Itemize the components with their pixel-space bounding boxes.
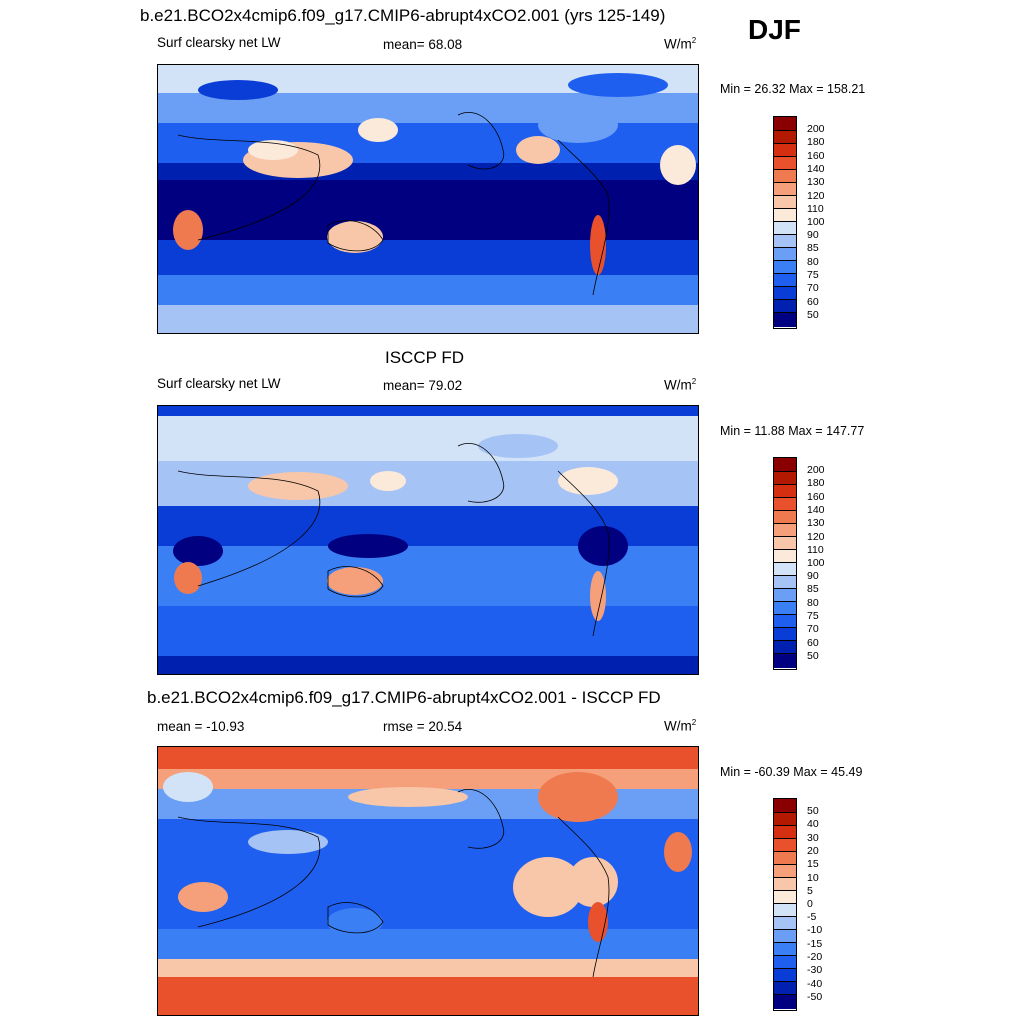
colorbar-tick-label: 160 bbox=[807, 491, 825, 503]
colorbar-tick-label: 200 bbox=[807, 464, 825, 476]
colorbar-tick-label: -40 bbox=[807, 978, 823, 990]
colorbar-tick-label: 140 bbox=[807, 504, 825, 516]
panel-3-rmse-label: rmse = 20.54 bbox=[383, 719, 463, 734]
colorbar-tick-label: 100 bbox=[807, 216, 825, 228]
colorbar-tick-label: 130 bbox=[807, 176, 825, 188]
australia-region bbox=[327, 908, 383, 936]
panel-2-minmax: Min = 11.88 Max = 147.77 bbox=[720, 424, 865, 438]
colorbar-tick-label: -10 bbox=[807, 924, 823, 936]
colorbar-tick-label: 75 bbox=[807, 610, 819, 622]
panel-1-variable-label: Surf clearsky net LW bbox=[157, 35, 281, 50]
colorbar-tick-label: 50 bbox=[807, 805, 819, 817]
colorbar-tick-label: 80 bbox=[807, 256, 819, 268]
colorbar-tick-label: 110 bbox=[807, 544, 824, 556]
colorbar-tick-label: 180 bbox=[807, 136, 825, 148]
panel-2-variable-label: Surf clearsky net LW bbox=[157, 376, 281, 391]
panel-3-map bbox=[157, 746, 699, 1016]
north-america-region bbox=[538, 772, 618, 822]
panel-1-units: W/m2 bbox=[664, 36, 697, 52]
colorbar-tick-label: -15 bbox=[807, 938, 823, 950]
australia-region bbox=[327, 221, 383, 253]
colorbar-tick-label: 85 bbox=[807, 583, 819, 595]
panel-1-title: b.e21.BCO2x4cmip6.f09_g17.CMIP6-abrupt4x… bbox=[140, 6, 666, 25]
colorbar-tick-label: -5 bbox=[807, 911, 817, 923]
colorbar-tick-label: 130 bbox=[807, 517, 825, 529]
colorbar-tick-label: 50 bbox=[807, 309, 819, 321]
colorbar-tick-label: 85 bbox=[807, 242, 819, 254]
colorbar-tick-label: 60 bbox=[807, 296, 819, 308]
panel-2-title: ISCCP FD bbox=[385, 348, 465, 367]
panel-3-mean-label: mean = -10.93 bbox=[157, 719, 245, 734]
colorbar-tick-label: 90 bbox=[807, 229, 819, 241]
colorbar-tick-label: 140 bbox=[807, 163, 825, 175]
colorbar-tick-label: -20 bbox=[807, 951, 823, 963]
southern-africa-region bbox=[178, 882, 228, 912]
panel-2-units: W/m2 bbox=[664, 377, 697, 393]
southern-africa-region bbox=[174, 562, 202, 594]
panel-3-units: W/m2 bbox=[664, 718, 697, 734]
colorbar-tick-label: 120 bbox=[807, 531, 825, 543]
south-america-region bbox=[590, 571, 606, 621]
colorbar-tick-label: 75 bbox=[807, 269, 819, 281]
colorbar-tick-label: 60 bbox=[807, 637, 819, 649]
colorbar-tick-label: -30 bbox=[807, 964, 823, 976]
colorbar-tick-label: 100 bbox=[807, 557, 825, 569]
colorbar-tick-label: 80 bbox=[807, 597, 819, 609]
colorbar-tick-label: 0 bbox=[807, 898, 813, 910]
colorbar-tick-label: 50 bbox=[807, 650, 819, 662]
panel-2-map bbox=[157, 405, 699, 675]
colorbar-tick-label: 30 bbox=[807, 832, 819, 844]
colorbar-tick-label: 110 bbox=[807, 203, 824, 215]
panel-3-colorbar bbox=[773, 798, 797, 1011]
colorbar-tick-label: 160 bbox=[807, 150, 825, 162]
colorbar-tick-label: 40 bbox=[807, 818, 819, 830]
panel-1-map bbox=[157, 64, 699, 334]
panel-1-colorbar bbox=[773, 116, 797, 329]
panel-1-minmax: Min = 26.32 Max = 158.21 bbox=[720, 82, 866, 96]
colorbar-tick-label: 5 bbox=[807, 885, 813, 897]
panel-3-title: b.e21.BCO2x4cmip6.f09_g17.CMIP6-abrupt4x… bbox=[147, 688, 661, 707]
season-label: DJF bbox=[748, 14, 801, 45]
panel-1-mean-label: mean= 68.08 bbox=[383, 37, 463, 52]
colorbar-tick-label: 20 bbox=[807, 845, 819, 857]
australia-region bbox=[327, 567, 383, 595]
panel-3-minmax: Min = -60.39 Max = 45.49 bbox=[720, 765, 863, 779]
colorbar-tick-label: 180 bbox=[807, 477, 825, 489]
colorbar-tick-label: 15 bbox=[807, 858, 819, 870]
panel-2-mean-label: mean= 79.02 bbox=[383, 378, 463, 393]
colorbar-tick-label: 120 bbox=[807, 190, 825, 202]
colorbar-tick-label: 70 bbox=[807, 623, 819, 635]
colorbar-tick-label: 70 bbox=[807, 282, 819, 294]
southern-africa-region bbox=[173, 210, 203, 250]
north-africa-region bbox=[248, 472, 348, 500]
colorbar-tick-label: 10 bbox=[807, 872, 819, 884]
colorbar-tick-label: 90 bbox=[807, 570, 819, 582]
colorbar-tick-label: 200 bbox=[807, 123, 825, 135]
panel-2-colorbar bbox=[773, 457, 797, 670]
colorbar-tick-label: -50 bbox=[807, 991, 823, 1003]
south-america-region bbox=[590, 215, 606, 275]
